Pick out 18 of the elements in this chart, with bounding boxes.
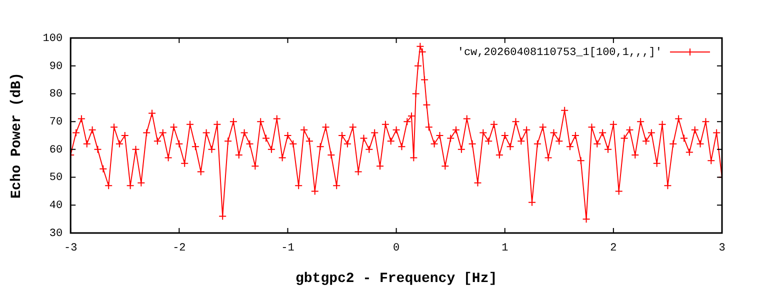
x-tick-label: -1 <box>281 242 295 255</box>
y-tick-label: 50 <box>49 172 63 184</box>
y-tick-label: 60 <box>49 144 63 156</box>
y-tick-label: 40 <box>49 200 63 212</box>
y-tick-label: 100 <box>42 32 63 45</box>
x-tick-label: 3 <box>718 242 726 255</box>
x-tick-label: -2 <box>172 242 186 255</box>
y-tick-label: 70 <box>49 116 63 128</box>
x-tick-label: -3 <box>64 242 78 255</box>
y-tick-label: 30 <box>49 228 63 240</box>
x-tick-label: 0 <box>392 242 400 255</box>
x-axis-title: gbtgpc2 - Frequency [Hz] <box>295 271 498 288</box>
x-tick-label: 2 <box>610 242 617 255</box>
x-tick-label: 1 <box>502 242 509 255</box>
legend-label: 'cw,20260408110753_1[100,1,,,]' <box>457 46 662 59</box>
y-axis-title: Echo Power (dB) <box>8 72 25 199</box>
y-tick-label: 80 <box>49 88 63 101</box>
y-tick-label: 90 <box>49 60 63 73</box>
